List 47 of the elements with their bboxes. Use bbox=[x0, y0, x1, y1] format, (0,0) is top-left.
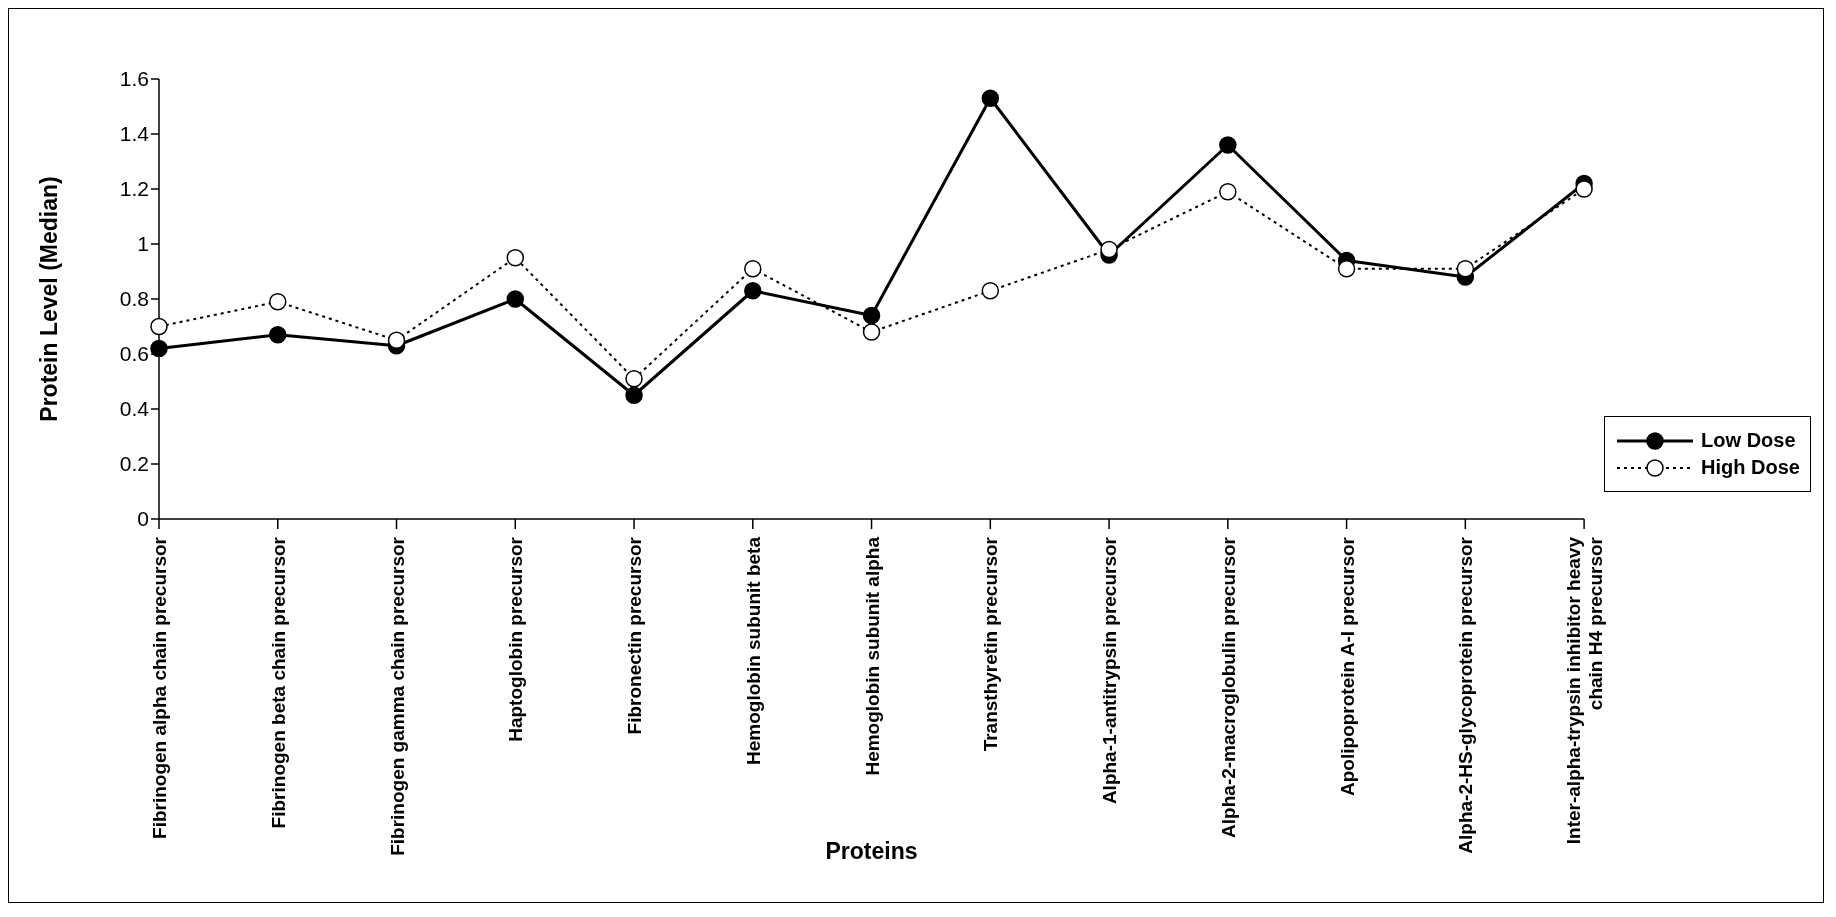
y-axis-title: Protein Level (Median) bbox=[36, 176, 63, 422]
x-tick-label: Alpha-2-macroglobulin precursor bbox=[1217, 536, 1239, 838]
point bbox=[150, 317, 168, 336]
x-tick-label: Hemoglobin subunit beta bbox=[742, 536, 764, 765]
y-tick-label: 1.2 bbox=[119, 177, 149, 201]
point bbox=[269, 293, 287, 311]
x-tick-label: Alpha-1-antitrypsin precursor bbox=[1099, 536, 1121, 805]
x-tick-label: Fibrinogen beta chain precursor bbox=[267, 536, 289, 829]
y-tick-label: 1 bbox=[137, 232, 149, 256]
y-tick-label: 0 bbox=[137, 507, 149, 531]
x-tick-label: Alpha-2-HS-glycoprotein precursor bbox=[1455, 536, 1477, 854]
point bbox=[1100, 240, 1118, 259]
point bbox=[862, 306, 881, 325]
y-tick-label: 1.4 bbox=[119, 122, 150, 146]
y-tick-label: 0.6 bbox=[119, 342, 149, 366]
x-tick-label: Fibrinogen alpha chain precursor bbox=[149, 536, 170, 839]
point bbox=[862, 323, 881, 341]
point bbox=[981, 282, 1000, 300]
point bbox=[150, 339, 168, 358]
y-tick-label: 0.4 bbox=[119, 397, 150, 421]
point bbox=[1337, 260, 1356, 278]
point bbox=[625, 370, 643, 388]
point bbox=[744, 282, 762, 300]
point bbox=[387, 331, 406, 349]
point bbox=[1219, 136, 1237, 154]
point bbox=[269, 326, 287, 344]
y-tick-label: 0.2 bbox=[119, 452, 149, 476]
point bbox=[744, 260, 762, 278]
x-tick-label: Transthyretin precursor bbox=[980, 536, 1002, 752]
x-tick-label: Fibronectin precursor bbox=[624, 536, 646, 735]
y-tick-label: 0.8 bbox=[119, 287, 149, 311]
point bbox=[1219, 183, 1237, 201]
point bbox=[625, 386, 643, 404]
point bbox=[981, 89, 1000, 107]
x-tick-label: Haptoglobin precursor bbox=[505, 536, 527, 742]
legend-label: High Dose bbox=[1701, 456, 1800, 479]
legend-label: Low Dose bbox=[1701, 429, 1796, 452]
x-tick-label: Apolipoprotein A-I precursor bbox=[1336, 536, 1358, 796]
point bbox=[1456, 260, 1475, 278]
point bbox=[1575, 180, 1593, 198]
x-tick-label: Hemoglobin subunit alpha bbox=[861, 536, 883, 776]
y-tick-label: 1.6 bbox=[119, 67, 149, 91]
x-axis-title: Proteins bbox=[825, 838, 918, 864]
x-tick-label: Inter-alpha-trypsin inhibitor heavy chain H4 precursor bbox=[1563, 536, 1607, 845]
point bbox=[506, 249, 525, 267]
point bbox=[506, 290, 525, 308]
x-tick-label: Fibrinogen gamma chain precursor bbox=[386, 536, 408, 856]
